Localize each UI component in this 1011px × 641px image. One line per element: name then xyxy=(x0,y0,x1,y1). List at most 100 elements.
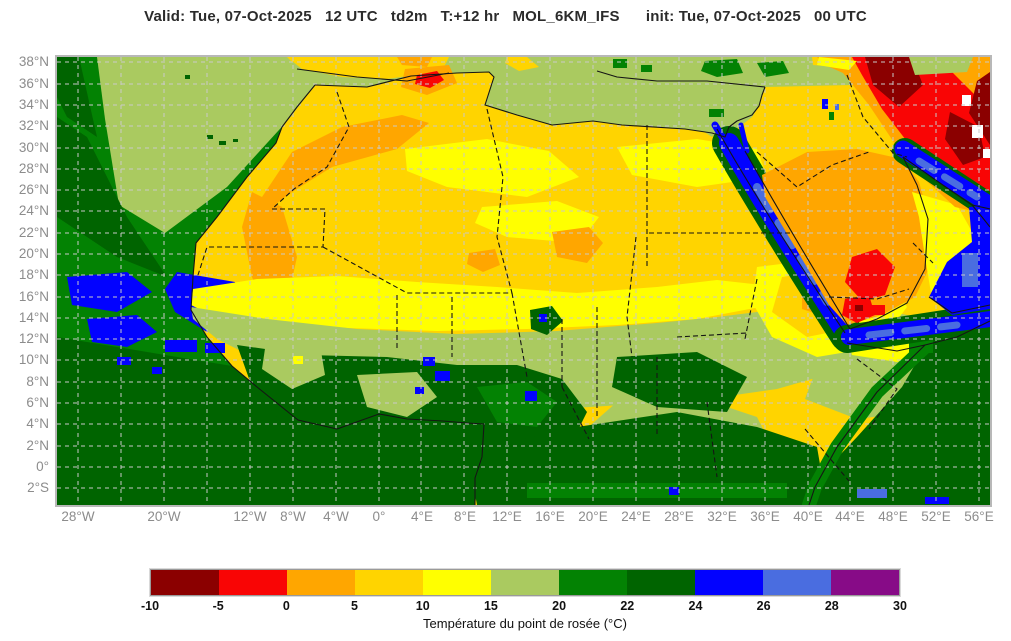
border-morocco-algeria xyxy=(271,91,350,210)
region-armenia-darkred xyxy=(865,57,923,107)
lat-tick-label: 16°N xyxy=(18,289,49,304)
colorbar-tick-label: -10 xyxy=(140,599,160,613)
region-madeira xyxy=(185,75,190,79)
colorbar-tick-label: 0 xyxy=(282,599,290,613)
colorbar-segment-0 xyxy=(151,570,219,595)
region-saudi-red-a xyxy=(845,249,895,301)
region-nsyria-yellow xyxy=(817,57,857,70)
colorbar-tick-label: 24 xyxy=(688,599,703,613)
lat-tick-label: 14°N xyxy=(18,310,49,325)
lon-tick-label: 8°W xyxy=(280,509,306,524)
colorbar-segment-1 xyxy=(219,570,287,595)
region-aden-royal xyxy=(865,321,961,339)
region-atlantic-dgreen-corner xyxy=(57,57,97,137)
region-horn-tip-green xyxy=(909,340,933,353)
colorbar-tick-label: 22 xyxy=(620,599,635,613)
colorbar-segment-2 xyxy=(287,570,355,595)
lat-tick-label: 12°N xyxy=(18,331,49,346)
region-sahel-yellow-band xyxy=(191,276,762,331)
region-drc-blue xyxy=(669,487,679,495)
colorbar-segment-4 xyxy=(423,570,491,595)
lat-tick-label: 22°N xyxy=(18,225,49,240)
region-cameroon-blue xyxy=(525,391,537,401)
lat-tick-label: 8°N xyxy=(26,374,49,389)
region-nigeria-blue-b xyxy=(435,371,450,381)
lat-tick-label: 34°N xyxy=(18,97,49,112)
region-atlantic-blue-b xyxy=(67,272,152,312)
border-niger-nigeria xyxy=(511,292,528,378)
region-saudi-red-b xyxy=(869,305,885,315)
coast-arabian-sea xyxy=(928,296,990,314)
lon-tick-label: 44°E xyxy=(835,509,865,524)
lat-tick-label: 18°N xyxy=(18,267,49,282)
colorbar-tick-label: 26 xyxy=(756,599,771,613)
region-lakechad-blue xyxy=(539,314,547,322)
lat-tick-label: 38°N xyxy=(18,54,49,69)
border-libya-west xyxy=(486,108,513,294)
colorbar-tick-label: 5 xyxy=(351,599,359,613)
region-ivorycoast-olive xyxy=(357,372,437,417)
border-yemen-saudi xyxy=(828,288,910,300)
lat-tick-label: 26°N xyxy=(18,182,49,197)
lat-tick-label: 36°N xyxy=(18,76,49,91)
lon-tick-label: 12°E xyxy=(492,509,522,524)
coast-redsea-east xyxy=(744,150,851,330)
region-congo-dgreen xyxy=(472,412,827,505)
colorbar-segment-9 xyxy=(763,570,831,595)
lat-tick-label: 10°N xyxy=(18,352,49,367)
colorbar-segment-3 xyxy=(355,570,423,595)
region-nigeria-blue-c xyxy=(415,387,424,394)
region-greece-green-b xyxy=(641,65,652,72)
lon-tick-label: 48°E xyxy=(878,509,908,524)
lon-tick-label: 16°E xyxy=(535,509,565,524)
filled-contours xyxy=(57,57,990,505)
lon-tick-label: 4°W xyxy=(323,509,349,524)
lon-tick-label: 28°E xyxy=(664,509,694,524)
region-atlantic-olive-nw xyxy=(97,57,315,233)
longitude-axis: 28°W 20°W 12°W 8°W 4°W 0° 4°E 8°E 12°E 16°E 20°E 24… xyxy=(0,509,1011,529)
colorbar-tick-label: -5 xyxy=(212,599,224,613)
region-atlantic-blue-f xyxy=(117,357,131,365)
coast-persian-gulf xyxy=(902,156,990,210)
colorbar-segment-6 xyxy=(559,570,627,595)
colorbar-segment-5 xyxy=(491,570,559,595)
region-iraq-lake-green xyxy=(829,112,834,120)
region-indianocean-blue-a xyxy=(857,489,887,498)
region-caspian-olive xyxy=(909,57,973,75)
lon-tick-label: 20°W xyxy=(147,509,181,524)
region-cyprus xyxy=(709,109,724,117)
region-indianocean-blue-b xyxy=(925,497,949,504)
lat-tick-label: 0° xyxy=(36,459,49,474)
colorbar-tick-label: 30 xyxy=(893,599,907,613)
border-saudi-north xyxy=(756,151,870,188)
region-gulf-of-aqaba-blue xyxy=(738,122,750,154)
lat-tick-label: 2°N xyxy=(26,438,49,453)
region-atlas-orange xyxy=(262,115,429,207)
coast-oman xyxy=(971,204,990,228)
colorbar-segment-7 xyxy=(627,570,695,595)
coast-turkey xyxy=(596,70,766,88)
coast-arabia-south xyxy=(849,156,929,330)
border-drc-east xyxy=(706,401,718,478)
colorbar-segment-10 xyxy=(831,570,899,595)
latitude-axis: 38°N 36°N 34°N 32°N 30°N 28°N 26°N 24°N 22°N 20°N… xyxy=(0,0,52,530)
coast-west-africa xyxy=(190,84,485,505)
colorbar-tick-label: 28 xyxy=(824,599,839,613)
lat-tick-label: 4°N xyxy=(26,416,49,431)
region-redsea-royal xyxy=(753,183,831,306)
colorbar-swatches xyxy=(149,568,901,597)
lon-tick-label: 36°E xyxy=(750,509,780,524)
colorbar-tick-label: 15 xyxy=(483,599,498,613)
lon-tick-label: 56°E xyxy=(964,509,994,524)
lon-tick-label: 0° xyxy=(372,509,386,524)
region-canary-a xyxy=(207,135,213,139)
border-sudan-chad xyxy=(626,236,637,358)
lat-tick-label: 2°S xyxy=(27,480,49,495)
region-atlantic-blue-e xyxy=(205,343,225,353)
map-plot xyxy=(55,55,992,507)
lon-tick-label: 40°E xyxy=(793,509,823,524)
border-oman xyxy=(912,242,934,264)
region-greece-green-a xyxy=(613,59,627,68)
region-congo-green-band xyxy=(527,483,787,498)
